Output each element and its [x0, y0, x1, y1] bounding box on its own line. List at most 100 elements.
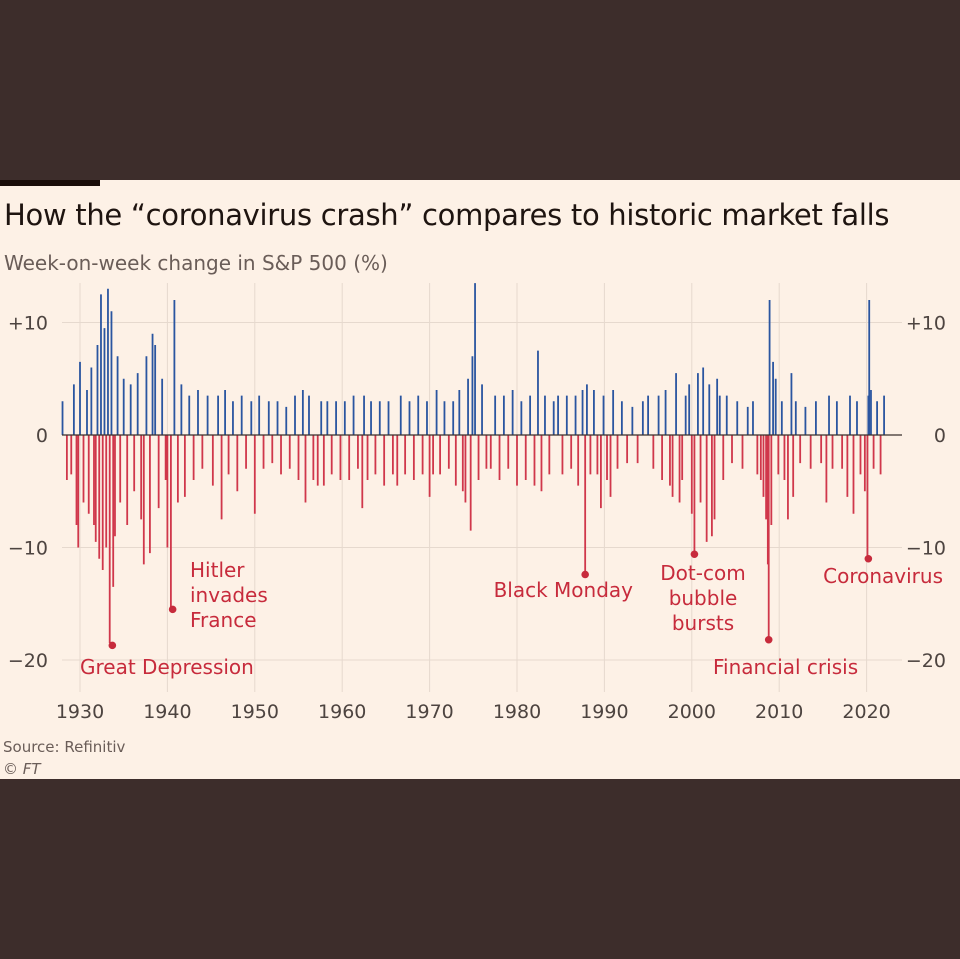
- annotation-label: bursts: [672, 611, 734, 635]
- bar-negative: [297, 435, 300, 480]
- bar-positive: [557, 395, 559, 435]
- bar-negative: [469, 435, 472, 531]
- bar-negative: [105, 435, 108, 548]
- bar-negative: [112, 435, 115, 587]
- bar-negative: [236, 435, 239, 492]
- bar-negative: [108, 435, 111, 644]
- bar-negative: [783, 435, 786, 480]
- bar-negative: [671, 435, 674, 497]
- bar-negative: [765, 435, 767, 520]
- bar-negative: [809, 435, 812, 469]
- bar-negative: [447, 435, 450, 469]
- chart-subtitle: Week-on-week change in S&P 500 (%): [4, 251, 388, 275]
- bar-positive: [308, 395, 310, 435]
- bar-positive: [856, 401, 858, 435]
- x-tick-label: 1990: [580, 701, 628, 723]
- bar-negative: [330, 435, 333, 475]
- bar-positive: [565, 395, 568, 435]
- bar-positive: [96, 345, 99, 435]
- bar-negative: [759, 435, 762, 480]
- bar-positive: [370, 401, 372, 435]
- bar-negative: [280, 435, 282, 475]
- bar-positive: [537, 350, 539, 435]
- bar-negative: [312, 435, 315, 480]
- bar-positive: [815, 401, 817, 435]
- bar-positive: [224, 390, 226, 435]
- bar-positive: [718, 395, 721, 435]
- bar-positive: [458, 390, 461, 435]
- bar-positive: [702, 367, 705, 435]
- bar-negative: [245, 435, 247, 469]
- y-axis-labels: +10 +10 0 0 −10 −10 −20 −20: [8, 313, 946, 673]
- bar-positive: [602, 395, 605, 435]
- bar-positive: [188, 395, 191, 435]
- bar-positive: [868, 300, 871, 435]
- bar-positive: [835, 401, 838, 435]
- bar-negative: [396, 435, 399, 486]
- bar-negative: [777, 435, 780, 475]
- bar-negative: [498, 435, 501, 480]
- bar-negative: [348, 435, 351, 480]
- bar-negative: [852, 435, 855, 514]
- bar-positive: [664, 390, 667, 435]
- bar-negative: [756, 435, 759, 475]
- bar-negative: [859, 435, 862, 475]
- annotation-marker: [764, 635, 773, 644]
- bar-positive: [173, 300, 176, 435]
- bar-negative: [863, 435, 866, 492]
- bar-positive: [197, 390, 199, 435]
- bar-negative: [485, 435, 488, 469]
- gridlines: [62, 283, 902, 692]
- bar-negative: [114, 435, 116, 537]
- bar-negative: [140, 435, 143, 520]
- bar-negative: [98, 435, 101, 559]
- bar-positive: [107, 288, 109, 435]
- bar-positive: [552, 401, 555, 435]
- bar-negative: [626, 435, 629, 464]
- bar-positive: [708, 384, 711, 435]
- bar-positive: [250, 401, 253, 435]
- annotation-marker: [690, 550, 699, 559]
- bar-positive: [511, 390, 514, 435]
- bar-positive: [471, 356, 474, 435]
- bar-positive: [378, 401, 381, 435]
- y-tick-label-left: −20: [8, 650, 48, 672]
- bar-positive: [544, 395, 546, 435]
- bar-negative: [846, 435, 849, 497]
- bar-positive: [612, 390, 615, 435]
- bar-negative: [570, 435, 573, 469]
- bar-negative: [516, 435, 518, 486]
- bar-positive: [870, 390, 872, 435]
- x-tick-label: 1940: [143, 701, 191, 723]
- bar-positive: [240, 395, 243, 435]
- bar-negative: [361, 435, 364, 509]
- bar-positive: [116, 356, 119, 435]
- y-tick-label-left: 0: [36, 425, 48, 447]
- bar-negative: [166, 435, 169, 548]
- bar-negative: [77, 435, 80, 548]
- annotation-label: Coronavirus: [823, 564, 943, 588]
- bar-positive: [774, 378, 777, 435]
- bar-negative: [322, 435, 325, 486]
- chart-card: [0, 180, 960, 779]
- bar-positive: [529, 395, 532, 435]
- bar-positive: [90, 367, 93, 435]
- bar-positive: [72, 384, 75, 435]
- bar-negative: [87, 435, 90, 514]
- bar-positive: [100, 294, 102, 435]
- annotation-marker: [581, 570, 589, 579]
- bar-negative: [741, 435, 744, 469]
- bar-negative: [831, 435, 834, 469]
- bar-positive: [417, 395, 420, 435]
- bar-positive: [343, 401, 346, 435]
- bar-negative: [192, 435, 195, 480]
- bar-negative: [841, 435, 844, 469]
- bar-negative: [253, 435, 256, 514]
- bar-positive: [122, 378, 125, 435]
- y-tick-label-right: +10: [906, 313, 946, 335]
- bar-positive: [736, 401, 739, 435]
- x-tick-label: 1960: [318, 701, 366, 723]
- bar-positive: [641, 401, 644, 435]
- bar-positive: [206, 395, 209, 435]
- bar-positive: [804, 406, 807, 435]
